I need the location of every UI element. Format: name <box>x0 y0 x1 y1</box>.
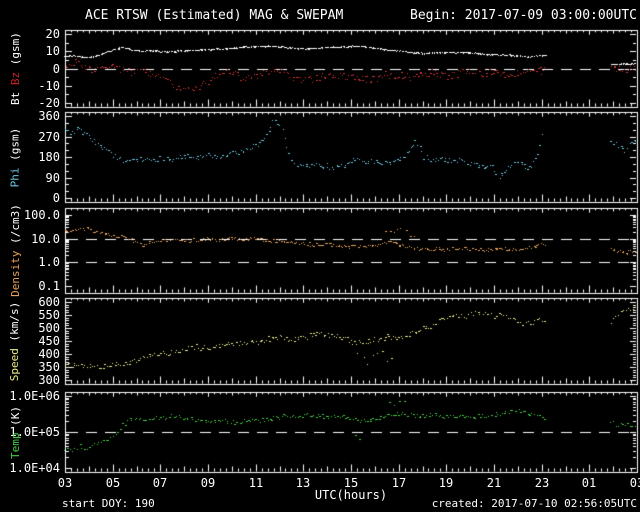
start-doy-label: start DOY: 190 <box>62 497 155 510</box>
y-tick-label: 90 <box>45 170 60 185</box>
y-tick-label: 1.0E+06 <box>9 388 60 403</box>
panel-ylabel-density: Density (/cm3) <box>0 204 30 297</box>
x-tick-label: 19 <box>438 476 454 490</box>
y-tick-label: 1.0E+04 <box>9 460 60 475</box>
ylabel-part: (gsm) <box>8 127 22 167</box>
y-tick-label: 450 <box>38 333 60 348</box>
caution-density-label: density < 1 <box>390 510 463 512</box>
x-tick-label: 23 <box>534 476 550 490</box>
caution-maneuver-label: ACE maneuver <box>298 510 377 512</box>
ylabel-part: (gsm) <box>8 32 22 72</box>
ylabel-part: Bz <box>8 71 22 92</box>
x-tick-label: 01 <box>581 476 597 490</box>
ylabel-part: Density <box>8 250 22 297</box>
created-timestamp: created: 2017-07-10 02:56:05UTC <box>431 497 637 510</box>
panel-ylabel-phi: Phi (gsm) <box>0 112 30 202</box>
y-tick-label: 1.0 <box>38 254 60 269</box>
begin-timestamp: Begin: 2017-07-09 03:00:00UTC <box>410 8 637 23</box>
ylabel-part: (K) <box>8 405 22 432</box>
x-tick-label: 13 <box>295 476 311 490</box>
y-tick-label: 300 <box>38 372 60 387</box>
panel-ylabel-speed: Speed (km/s) <box>0 298 30 384</box>
ylabel-part: (km/s) <box>8 301 22 348</box>
plot-title: ACE RTSW (Estimated) MAG & SWEPAM <box>85 8 344 23</box>
y-tick-label: -10 <box>38 78 60 93</box>
x-tick-label: 21 <box>486 476 502 490</box>
y-tick-label: 350 <box>38 359 60 374</box>
caution-label: caution: <box>234 510 287 512</box>
y-tick-label: 10 <box>45 43 60 58</box>
y-tick-label: 0 <box>52 190 60 205</box>
y-tick-label: -20 <box>38 95 60 110</box>
y-tick-label: 0 <box>52 61 60 76</box>
y-tick-label: 180 <box>38 149 60 164</box>
y-tick-label: 0.1 <box>38 278 60 293</box>
x-tick-label: 03 <box>629 476 640 490</box>
y-tick-label: 100.0 <box>23 207 60 222</box>
y-tick-label: 1.0E+05 <box>9 424 60 439</box>
panel-ylabel-temp: Temp (K) <box>0 392 30 472</box>
ylabel-part: Speed <box>8 347 22 381</box>
ylabel-part: Bt <box>8 91 22 105</box>
y-tick-label: 10.0 <box>31 231 60 246</box>
x-tick-label: 03 <box>57 476 73 490</box>
x-tick-label: 09 <box>200 476 216 490</box>
panel-ylabel-bt-bz: Bt Bz (gsm) <box>0 30 30 107</box>
y-tick-label: 550 <box>38 307 60 322</box>
caution-note: caution: ACE maneuver density < 1 <box>207 497 475 512</box>
x-tick-label: 11 <box>248 476 264 490</box>
ylabel-part: Phi <box>8 166 22 187</box>
y-tick-label: 500 <box>38 320 60 335</box>
y-tick-label: 600 <box>38 294 60 309</box>
ylabel-part: (/cm3) <box>8 204 22 251</box>
y-tick-label: 360 <box>38 108 60 123</box>
x-tick-label: 17 <box>391 476 407 490</box>
x-axis-unit-label: UTC(hours) <box>314 488 388 502</box>
y-tick-label: 270 <box>38 129 60 144</box>
y-tick-label: 20 <box>45 26 60 41</box>
ylabel-part: Temp <box>8 432 22 459</box>
x-tick-label: 05 <box>105 476 121 490</box>
y-tick-label: 400 <box>38 346 60 361</box>
x-tick-label: 07 <box>152 476 168 490</box>
x-tick-label: 15 <box>343 476 359 490</box>
